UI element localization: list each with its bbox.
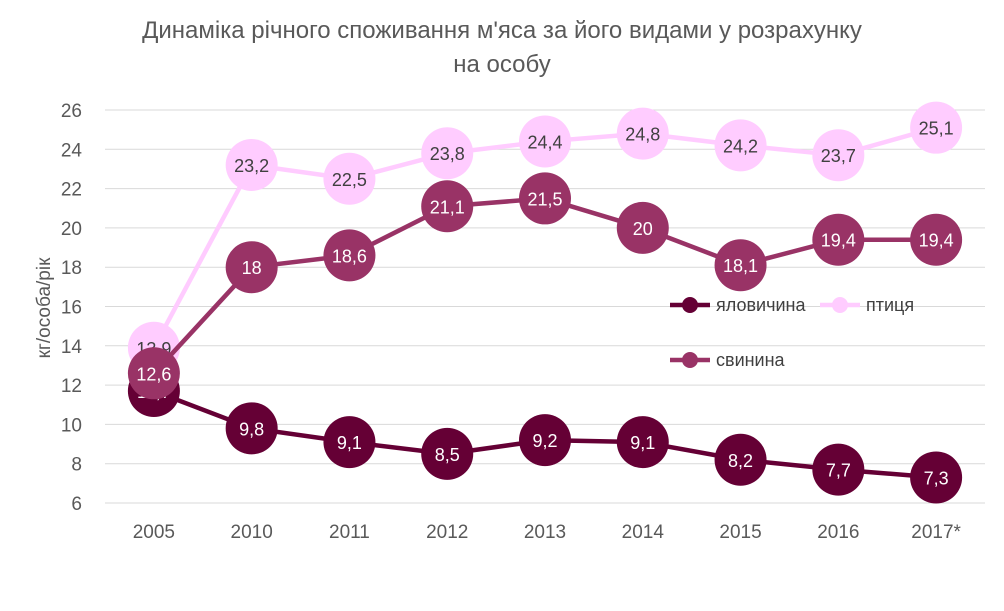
data-point <box>421 180 474 233</box>
y-tick-label: 12 <box>61 376 82 397</box>
data-label: 8,2 <box>728 451 753 471</box>
data-label: 24,4 <box>527 132 562 152</box>
y-tick-label: 10 <box>61 415 82 436</box>
data-point <box>616 416 669 469</box>
series-2: 12,6 18 18,6 21,1 21,5 20 18,1 19,4 19,4 <box>127 172 963 400</box>
data-point <box>714 239 767 292</box>
series-0: 11,79,89,18,59,29,18,27,77,3 <box>127 364 963 504</box>
data-point <box>812 213 865 266</box>
y-tick-label: 6 <box>71 494 82 515</box>
legend-label: свинина <box>716 350 786 370</box>
data-point <box>225 241 278 294</box>
chart-title-line-1: Динаміка річного споживання м'яса за йог… <box>142 17 862 44</box>
data-label: 24,2 <box>723 136 758 156</box>
data-point <box>323 416 376 469</box>
data-point <box>225 402 278 455</box>
series-1: 13,923,222,523,824,424,824,223,725,1 <box>127 101 963 374</box>
data-point <box>910 101 963 154</box>
data-label: 21,1 <box>430 197 465 217</box>
x-tick-label: 2012 <box>426 522 468 543</box>
data-point <box>910 213 963 266</box>
data-label: 21,5 <box>527 189 562 209</box>
data-point <box>910 451 963 504</box>
legend-marker <box>832 297 848 313</box>
data-point <box>616 107 669 160</box>
data-label: 18,6 <box>332 246 367 266</box>
data-label: 22,5 <box>332 170 367 190</box>
data-label: 9,1 <box>630 433 655 453</box>
data-label: 23,2 <box>234 156 269 176</box>
data-point <box>519 172 571 225</box>
legend-item-0: яловичина <box>670 295 806 315</box>
data-point <box>127 347 180 400</box>
data-point <box>323 229 376 282</box>
data-label: 19,4 <box>919 231 954 251</box>
legend-item-2: свинина <box>670 350 786 370</box>
x-tick-label: 2015 <box>719 522 761 543</box>
y-axis-label: кг/особа/рік <box>34 257 55 358</box>
data-label: 9,1 <box>337 433 362 453</box>
legend-label: яловичина <box>716 295 806 315</box>
data-label: 7,3 <box>924 468 949 488</box>
data-point <box>519 414 571 467</box>
data-point <box>616 201 669 254</box>
data-point <box>421 427 474 480</box>
data-label: 20 <box>633 219 653 239</box>
y-tick-label: 20 <box>61 219 82 240</box>
data-label: 19,4 <box>821 231 856 251</box>
data-point <box>714 433 767 486</box>
legend-item-1: птиця <box>820 295 914 315</box>
data-label: 18 <box>242 258 262 278</box>
data-label: 24,8 <box>625 125 660 145</box>
x-tick-label: 2014 <box>622 522 665 543</box>
data-point <box>812 129 865 182</box>
data-point <box>714 119 767 172</box>
data-point <box>225 139 278 192</box>
chart-title: Динаміка річного споживання м'яса за йог… <box>0 14 1004 82</box>
legend-marker <box>682 297 698 313</box>
y-tick-label: 22 <box>61 180 82 201</box>
x-tick-label: 2011 <box>329 522 370 543</box>
data-point <box>519 115 571 168</box>
x-tick-label: 2013 <box>524 522 566 543</box>
data-label: 23,8 <box>430 144 465 164</box>
data-label: 18,1 <box>723 256 758 276</box>
y-tick-label: 24 <box>61 140 83 161</box>
data-label: 9,8 <box>239 419 264 439</box>
y-tick-label: 18 <box>61 258 82 279</box>
legend-label: птиця <box>866 295 914 315</box>
data-label: 7,7 <box>826 461 851 481</box>
data-point <box>421 127 474 180</box>
x-tick-label: 2016 <box>817 522 859 543</box>
x-tick-label: 2010 <box>231 522 273 543</box>
x-tick-label: 2005 <box>133 522 175 543</box>
data-label: 23,7 <box>821 146 856 166</box>
y-tick-label: 16 <box>61 298 82 319</box>
chart-title-line-2: на особу <box>453 51 551 78</box>
y-tick-label: 26 <box>61 101 82 122</box>
legend-marker <box>682 352 698 368</box>
data-label: 8,5 <box>435 445 460 465</box>
y-tick-label: 14 <box>61 337 83 358</box>
data-point <box>812 443 865 496</box>
y-tick-label: 8 <box>71 455 82 476</box>
data-label: 25,1 <box>919 119 954 139</box>
x-tick-label: 2017* <box>911 522 961 543</box>
data-label: 12,6 <box>136 364 171 384</box>
data-point <box>323 152 376 205</box>
data-label: 9,2 <box>532 431 557 451</box>
